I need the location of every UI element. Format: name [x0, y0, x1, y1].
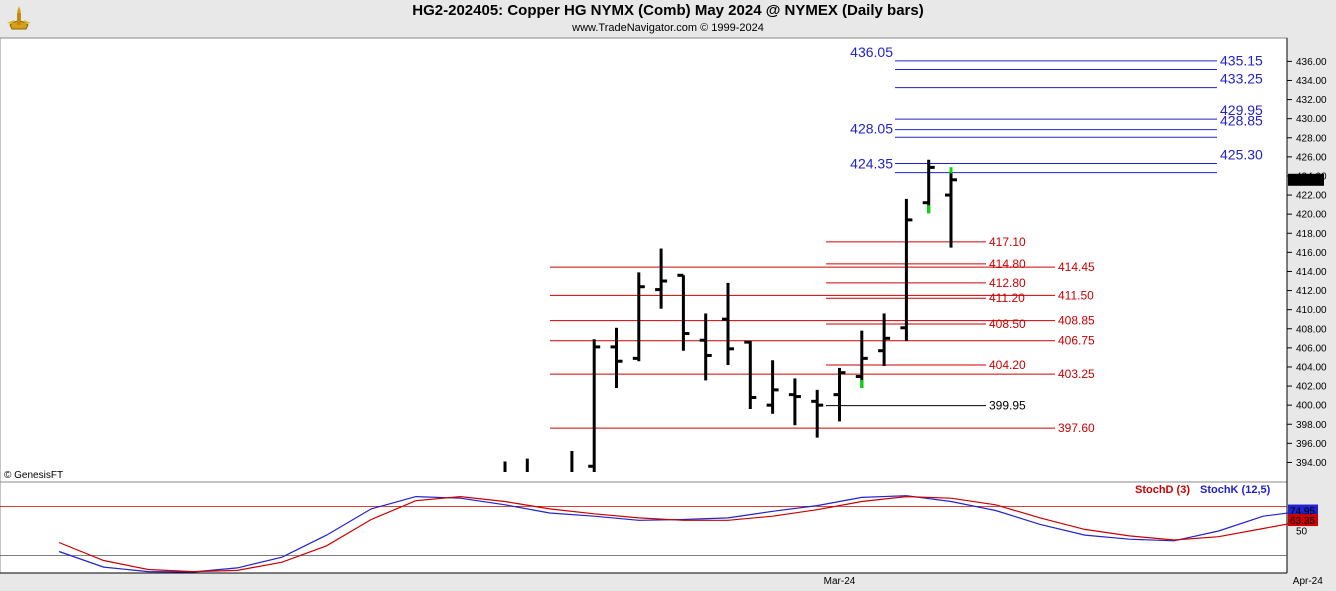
- legend-entry: StochD (3): [1135, 484, 1190, 496]
- level-label: 411.20: [989, 291, 1025, 305]
- price-tick-label: 410.00: [1296, 305, 1327, 316]
- price-tick-label: 408.00: [1296, 324, 1327, 335]
- price-tick-label: 436.00: [1296, 57, 1327, 68]
- price-panel[interactable]: [0, 37, 1288, 483]
- level-label: 429.95: [1220, 102, 1263, 118]
- price-tick-label: 420.00: [1296, 210, 1327, 221]
- level-label: 399.95: [989, 399, 1026, 413]
- stoch-series-line: [58, 495, 1308, 573]
- stochastic-panel[interactable]: [0, 481, 1288, 574]
- price-tick-label: 428.00: [1296, 133, 1327, 144]
- price-tick-label: 398.00: [1296, 420, 1327, 431]
- level-label: 428.05: [850, 120, 893, 136]
- chart-header: HG2-202405: Copper HG NYMX (Comb) May 20…: [0, 0, 1336, 37]
- stoch-value-box: [1288, 514, 1318, 527]
- chart-title: HG2-202405: Copper HG NYMX (Comb) May 20…: [412, 2, 924, 19]
- last-price-box: [1288, 173, 1324, 186]
- stoch-value-label: 63.35: [1290, 516, 1315, 527]
- price-tick-label: 416.00: [1296, 248, 1327, 259]
- price-tick-label: 434.00: [1296, 76, 1327, 87]
- stoch-value-label: 74.95: [1290, 507, 1315, 518]
- price-axis-ticks: 436.00434.00432.00430.00428.00426.00424.…: [1287, 57, 1327, 469]
- level-label: 414.45: [1058, 260, 1095, 274]
- price-tick-label: 394.00: [1296, 458, 1327, 469]
- date-axis-labels: Mar-24 Apr-24: [824, 576, 1324, 587]
- level-label: 403.25: [1058, 367, 1095, 381]
- stoch-series-line: [58, 495, 1308, 573]
- price-tick-label: 426.00: [1296, 152, 1327, 163]
- price-tick-label: 400.00: [1296, 401, 1327, 412]
- legend-entry: StochK (12,5): [1200, 484, 1271, 496]
- price-tick-label: 412.00: [1296, 286, 1327, 297]
- price-axis: [1287, 38, 1336, 482]
- level-label: 408.85: [1058, 314, 1095, 328]
- level-label: 412.80: [989, 276, 1026, 290]
- level-label: 433.25: [1220, 71, 1263, 87]
- level-label: 435.15: [1220, 52, 1263, 68]
- level-label: 436.05: [850, 44, 893, 60]
- price-tick-label: 422.00: [1296, 191, 1327, 202]
- price-tick-label: 430.00: [1296, 114, 1327, 125]
- level-label: 425.30: [1220, 147, 1263, 163]
- level-label: 414.80: [989, 257, 1026, 271]
- stoch-value-box: [1288, 504, 1318, 517]
- trade-navigator-logo: [7, 6, 31, 30]
- level-label: 404.20: [989, 358, 1026, 372]
- stochastic-legend: StochD (3) StochK (12,5): [1135, 484, 1271, 496]
- level-label: 417.10: [989, 235, 1026, 249]
- price-tick-label: 418.00: [1296, 229, 1327, 240]
- date-label: Mar-24: [824, 576, 856, 587]
- date-label: Apr-24: [1293, 576, 1323, 587]
- price-tick-label: 402.00: [1296, 382, 1327, 393]
- level-label: 408.50: [989, 317, 1026, 331]
- copyright-label: © GenesisFT: [4, 470, 63, 481]
- level-label: 406.75: [1058, 334, 1095, 348]
- price-bars: [503, 159, 957, 472]
- price-tick-label: 406.00: [1296, 343, 1327, 354]
- last-price-marker: 423.60: [1288, 173, 1324, 187]
- date-axis: [0, 573, 1336, 591]
- level-label: 424.35: [850, 156, 893, 172]
- stochastic-axis: [1287, 482, 1336, 573]
- last-price-label: 423.60: [1290, 176, 1321, 187]
- stoch-tick-label: 50: [1296, 527, 1308, 538]
- level-label: 397.60: [1058, 421, 1095, 435]
- price-tick-label: 432.00: [1296, 95, 1327, 106]
- price-tick-label: 396.00: [1296, 439, 1327, 450]
- stochastic-lines: 50: [0, 495, 1308, 573]
- chart-subtitle: www.TradeNavigator.com © 1999-2024: [572, 22, 764, 34]
- level-label: 428.85: [1220, 113, 1263, 129]
- price-tick-label: 404.00: [1296, 362, 1327, 373]
- price-tick-label: 414.00: [1296, 267, 1327, 278]
- level-label: 411.50: [1058, 288, 1094, 302]
